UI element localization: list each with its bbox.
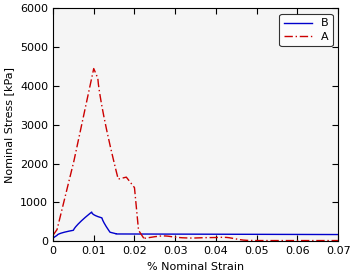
B (89, 210, 94, 214)
A (336, 239, 340, 242)
Y-axis label: Nominal Stress [kPa]: Nominal Stress [kPa] (5, 67, 15, 183)
Legend: B, A: B, A (279, 14, 333, 46)
A (51, 234, 55, 237)
B (103, 223, 107, 226)
A (71, 164, 75, 168)
Line: B: B (53, 212, 338, 238)
A (322, 239, 326, 242)
A (83, 106, 87, 109)
B (105, 226, 109, 229)
B (51, 236, 55, 240)
B (87, 212, 92, 216)
B (68, 229, 72, 233)
B (336, 233, 340, 236)
B (92, 213, 96, 216)
B (59, 231, 64, 235)
A (92, 67, 96, 70)
A (95, 77, 100, 80)
A (292, 239, 296, 242)
A (84, 101, 88, 104)
Line: A: A (53, 68, 338, 241)
X-axis label: % Nominal Strain: % Nominal Strain (147, 262, 244, 272)
A (283, 239, 287, 242)
